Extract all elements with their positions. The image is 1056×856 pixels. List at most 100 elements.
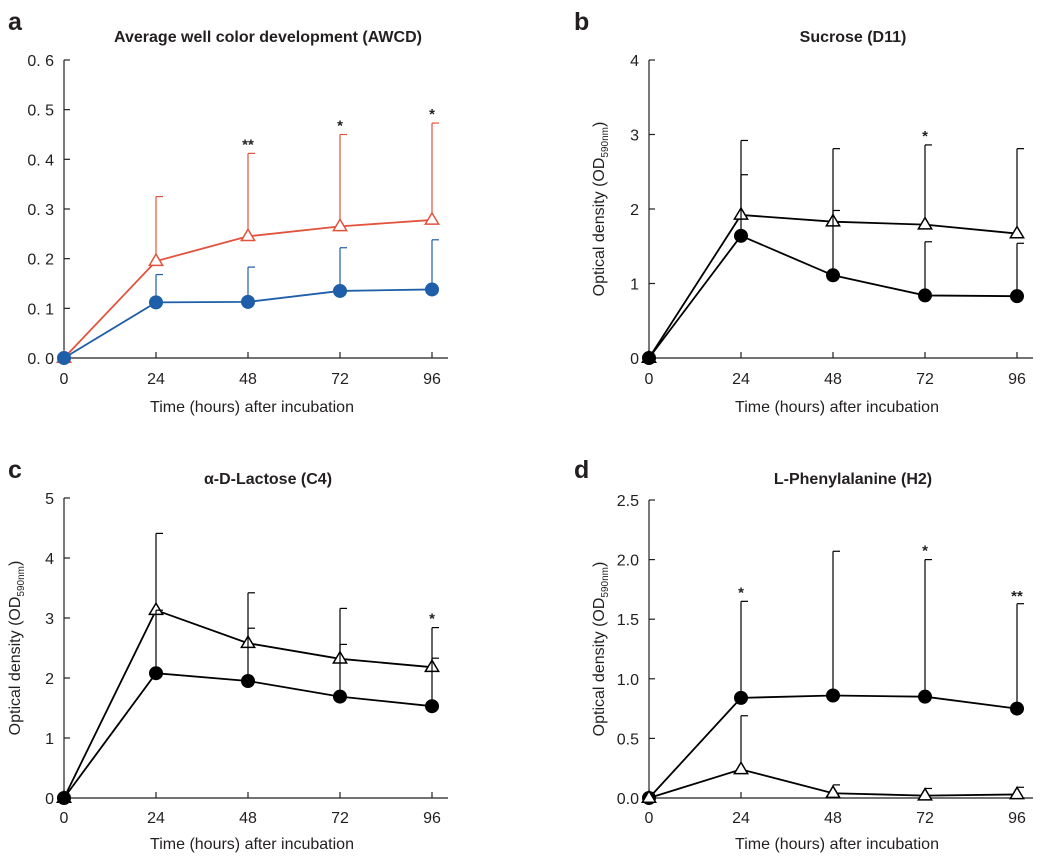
y-tick-label: 0. 6: [27, 53, 54, 70]
y-tick-label: 0. 2: [27, 252, 54, 269]
y-tick-label: 1: [45, 731, 54, 748]
y-tick-label: 0. 0: [27, 351, 54, 368]
panel-letter-c: c: [8, 456, 22, 484]
data-point-circle: [734, 228, 748, 243]
x-tick-label: 72: [916, 371, 934, 388]
y-tick-label: 2: [630, 202, 639, 219]
x-tick-label: 72: [331, 371, 349, 388]
x-tick-label: 24: [147, 371, 165, 388]
x-axis-label: Time (hours) after incubation: [150, 836, 354, 853]
x-tick-label: 96: [1008, 371, 1026, 388]
data-point-triangle: [641, 789, 657, 803]
x-tick-label: 0: [645, 371, 654, 388]
chart-title: L-Phenylalanine (H2): [774, 471, 932, 488]
y-axis-label-end: ): [591, 562, 608, 567]
y-axis-label-subscript: 590nm: [600, 127, 611, 158]
data-point-circle: [241, 294, 255, 309]
data-point-triangle: [917, 216, 933, 230]
y-tick-label: 0: [45, 791, 54, 808]
x-tick-label: 96: [423, 371, 441, 388]
data-point-circle: [826, 268, 840, 283]
y-tick-label: 0: [630, 351, 639, 368]
data-point-circle: [1010, 701, 1024, 716]
x-axis-label: Time (hours) after incubation: [735, 399, 939, 416]
data-point-circle: [241, 674, 255, 688]
chart-a-svg: Average well color development (AWCD) 0. …: [27, 29, 448, 416]
x-tick-label: 96: [1008, 810, 1026, 827]
x-tick-label: 24: [732, 810, 750, 827]
x-tick-label: 48: [239, 810, 257, 827]
x-axis-label: Time (hours) after incubation: [150, 399, 354, 416]
y-tick-label: 5: [45, 491, 54, 508]
y-axis-label: Optical density (OD590nm): [591, 122, 611, 297]
y-axis-label-subscript: 590nm: [16, 566, 27, 597]
data-point-triangle: [424, 211, 440, 225]
data-point-circle: [425, 282, 439, 297]
data-point-triangle: [733, 760, 749, 775]
y-axis-label-main: Optical density (OD: [591, 158, 608, 297]
data-point-circle: [826, 688, 840, 703]
data-point-triangle: [917, 787, 933, 801]
significance-marker: *: [337, 118, 343, 135]
data-point-circle: [1010, 289, 1024, 304]
y-tick-label: 0. 1: [27, 301, 54, 318]
chart-title: Average well color development (AWCD): [114, 29, 422, 46]
x-axis-label: Time (hours) after incubation: [735, 836, 939, 853]
panel-letter-d: d: [574, 456, 590, 484]
chart-panel-d: d L-Phenylalanine (H2) 0.0 0.5 1.0 1.5 2.0 2.5…: [528, 428, 1056, 856]
significance-marker: *: [922, 543, 928, 560]
data-point-circle: [149, 666, 163, 681]
series-line-2: [63, 672, 433, 799]
y-tick-label: 0. 5: [27, 103, 54, 120]
data-point-circle: [734, 690, 748, 705]
data-point-circle: [425, 699, 439, 714]
significance-marker: *: [429, 106, 435, 123]
chart-d-svg: L-Phenylalanine (H2) 0.0 0.5 1.0 1.5 2.0 2.5 0 2…: [591, 471, 1033, 853]
data-point-triangle: [332, 217, 348, 232]
data-point-triangle: [240, 227, 256, 242]
y-tick-label: 1.5: [617, 612, 639, 629]
data-point-triangle: [825, 784, 841, 799]
x-tick-label: 24: [732, 371, 750, 388]
significance-marker: **: [1011, 588, 1023, 605]
x-tick-label: 48: [824, 810, 842, 827]
y-tick-label: 0.5: [617, 731, 639, 748]
data-point-circle: [57, 791, 71, 805]
significance-marker: **: [242, 136, 254, 153]
x-tick-label: 0: [60, 810, 69, 827]
y-axis-label-subscript: 590nm: [600, 567, 611, 598]
significance-marker: *: [738, 584, 744, 601]
y-tick-label: 2: [45, 671, 54, 688]
chart-b-svg: Sucrose (D11) 0 1 2 3 4 0 24 48 72 96 Time (hours) …: [591, 29, 1033, 416]
panel-letter-a: a: [8, 8, 22, 36]
y-tick-label: 1.0: [617, 672, 639, 689]
y-tick-label: 0.0: [617, 791, 639, 808]
y-tick-label: 3: [45, 611, 54, 628]
y-tick-label: 3: [630, 128, 639, 145]
y-axis-label-end: ): [591, 122, 608, 127]
y-axis-label: Optical density (OD590nm): [591, 562, 611, 737]
x-tick-label: 0: [645, 810, 654, 827]
data-point-circle: [918, 288, 932, 303]
x-tick-label: 72: [916, 810, 934, 827]
y-axis-label-end: ): [7, 561, 24, 566]
panel-letter-b: b: [574, 8, 590, 36]
chart-title: α-D-Lactose (C4): [204, 471, 332, 488]
y-tick-label: 2.5: [617, 493, 639, 510]
data-point-circle: [333, 283, 347, 298]
significance-marker: *: [429, 611, 435, 628]
data-point-circle: [642, 351, 656, 365]
chart-panel-a: a Average well color development (AWCD) 0…: [0, 0, 528, 428]
y-tick-label: 2.0: [617, 553, 639, 570]
y-tick-label: 0. 4: [27, 152, 54, 169]
series-line-1: [648, 694, 1018, 799]
data-point-triangle: [148, 252, 164, 267]
x-tick-label: 72: [331, 810, 349, 827]
data-point-circle: [333, 689, 347, 704]
data-point-triangle: [1009, 225, 1025, 239]
y-tick-label: 4: [630, 53, 639, 70]
data-point-circle: [149, 295, 163, 310]
chart-title: Sucrose (D11): [800, 29, 907, 46]
y-tick-label: 4: [45, 551, 54, 568]
y-axis-label-main: Optical density (OD: [591, 598, 608, 737]
